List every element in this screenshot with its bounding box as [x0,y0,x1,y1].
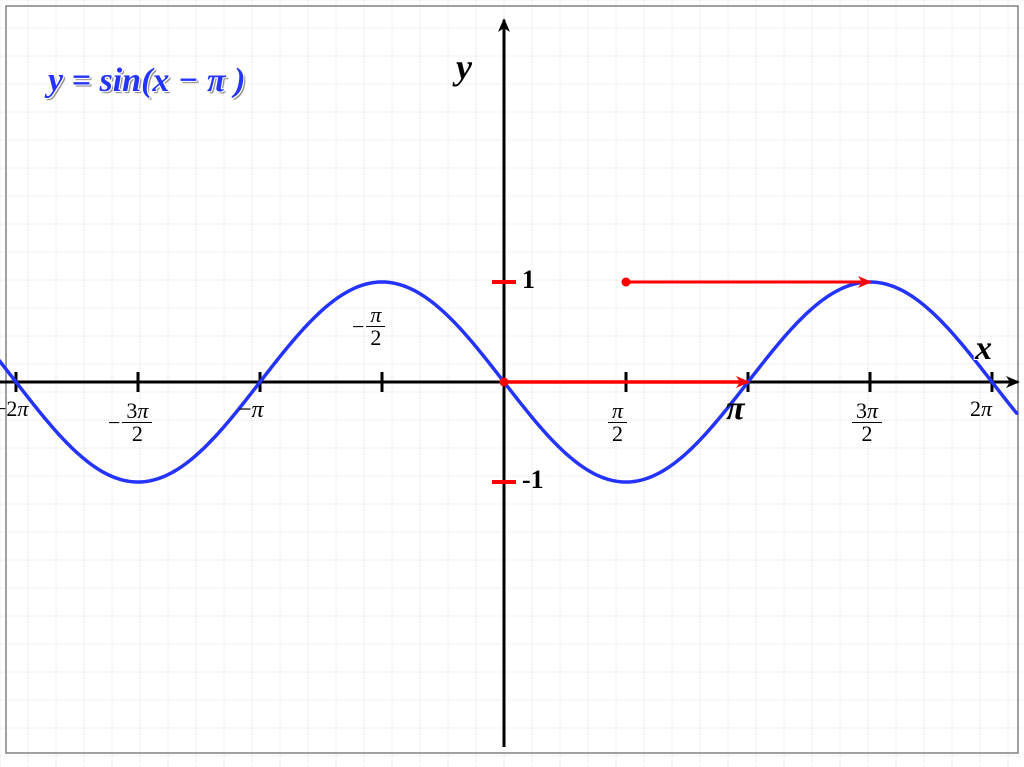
x-tick-label: −3π2 [108,400,152,445]
x-tick-label: −π [238,398,264,422]
arrow-start-dot [622,278,631,287]
x-axis-label: x [975,330,992,368]
equation-label: y = sin(x − π ) [48,62,245,100]
y-tick-label: -1 [522,467,544,493]
arrow-start-dot [500,378,509,387]
y-axis-label: y [456,46,472,88]
x-tick-label: π2 [608,400,627,445]
x-tick-label: −π2 [352,304,385,349]
function-plot [0,0,1024,767]
x-tick-label: π [726,392,745,426]
x-tick-label: −2π [0,398,28,420]
y-tick-label: 1 [522,267,535,293]
x-tick-label: 2π [970,398,992,420]
x-tick-label: 3π2 [852,400,882,445]
